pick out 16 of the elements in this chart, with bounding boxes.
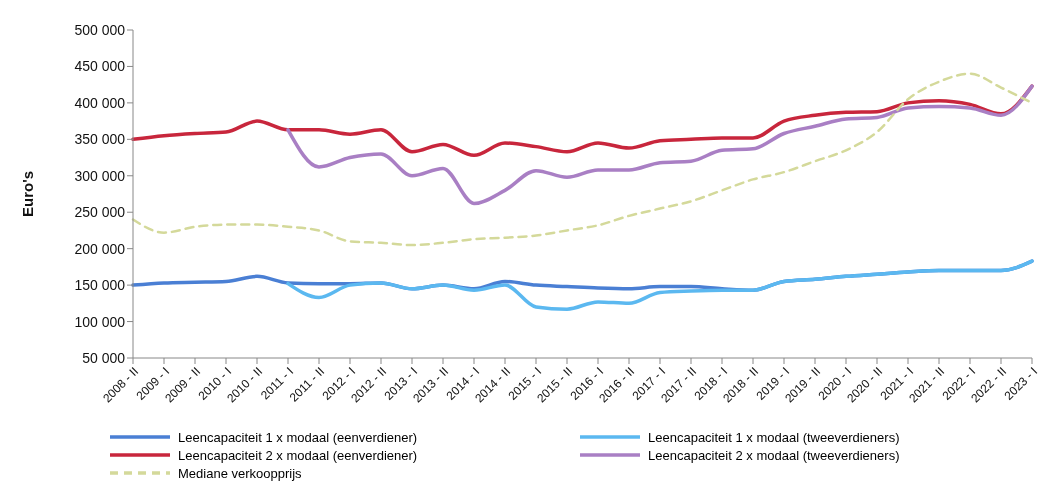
y-tick-label: 250 000 [74, 204, 126, 221]
y-tick-label: 100 000 [74, 313, 126, 330]
legend-label: Leencapaciteit 1 x modaal (eenverdiener) [178, 429, 418, 445]
y-tick-label: 450 000 [74, 58, 126, 75]
legend-label: Leencapaciteit 2 x modaal (tweeverdieners) [648, 447, 900, 463]
legend-label: Mediane verkoopprijs [178, 465, 302, 481]
legend-label: Leencapaciteit 1 x modaal (tweeverdieners) [648, 429, 900, 445]
y-tick-label: 50 000 [82, 349, 126, 366]
y-tick-label: 400 000 [74, 94, 126, 111]
y-tick-label: 500 000 [74, 21, 126, 38]
y-tick-label: 150 000 [74, 277, 126, 294]
y-axis-title: Euro's [19, 170, 37, 218]
y-tick-label: 350 000 [74, 131, 126, 148]
y-tick-label: 200 000 [74, 240, 126, 257]
y-tick-label: 300 000 [74, 167, 126, 184]
legend-label: Leencapaciteit 2 x modaal (eenverdiener) [178, 447, 418, 463]
